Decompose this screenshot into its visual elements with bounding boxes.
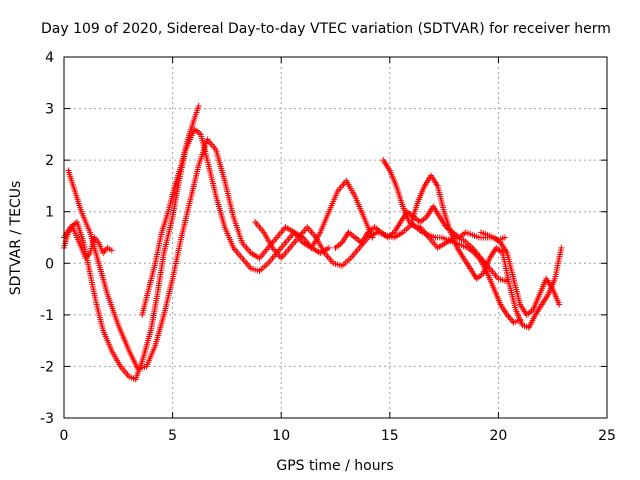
x-tick-label: 5 xyxy=(168,428,177,444)
data-point xyxy=(506,314,513,321)
y-tick-label: -1 xyxy=(40,308,54,324)
x-tick-label: 15 xyxy=(381,428,399,444)
axis-ticks xyxy=(63,56,608,419)
tick-labels: 0 5 10 15 20 25 -3 -2 -1 0 1 2 3 4 xyxy=(40,50,616,444)
series-sat-a xyxy=(61,126,332,383)
y-tick-label: -3 xyxy=(40,411,54,427)
series-sat-d xyxy=(139,102,202,318)
data-point xyxy=(325,244,332,251)
data-point xyxy=(195,102,202,109)
data-point xyxy=(556,301,563,308)
series-sat-i xyxy=(332,203,508,251)
series-sat-c xyxy=(61,224,115,262)
series-sat-g xyxy=(408,172,565,331)
x-tick-label: 0 xyxy=(60,428,69,444)
data-point xyxy=(509,318,516,325)
x-axis-label: GPS time / hours xyxy=(276,458,393,474)
y-tick-label: 3 xyxy=(45,102,54,118)
y-tick-label: -2 xyxy=(40,359,54,375)
data-point xyxy=(108,247,115,254)
y-tick-label: 1 xyxy=(45,205,54,221)
y-axis-label: SDTVAR / TECUs xyxy=(8,181,24,296)
plot-area xyxy=(61,102,565,383)
y-tick-label: 2 xyxy=(45,153,54,169)
x-tick-label: 20 xyxy=(489,428,507,444)
series-sat-b xyxy=(65,136,376,373)
x-tick-label: 25 xyxy=(598,428,616,444)
data-point xyxy=(501,234,508,241)
grid xyxy=(64,57,607,418)
y-tick-label: 4 xyxy=(45,50,54,66)
x-tick-label: 10 xyxy=(272,428,290,444)
chart-title: Day 109 of 2020, Sidereal Day-to-day VTE… xyxy=(41,21,611,37)
plot-frame xyxy=(63,56,608,419)
data-point xyxy=(558,244,565,251)
series-sat-h xyxy=(478,229,563,318)
y-tick-label: 0 xyxy=(45,256,54,272)
